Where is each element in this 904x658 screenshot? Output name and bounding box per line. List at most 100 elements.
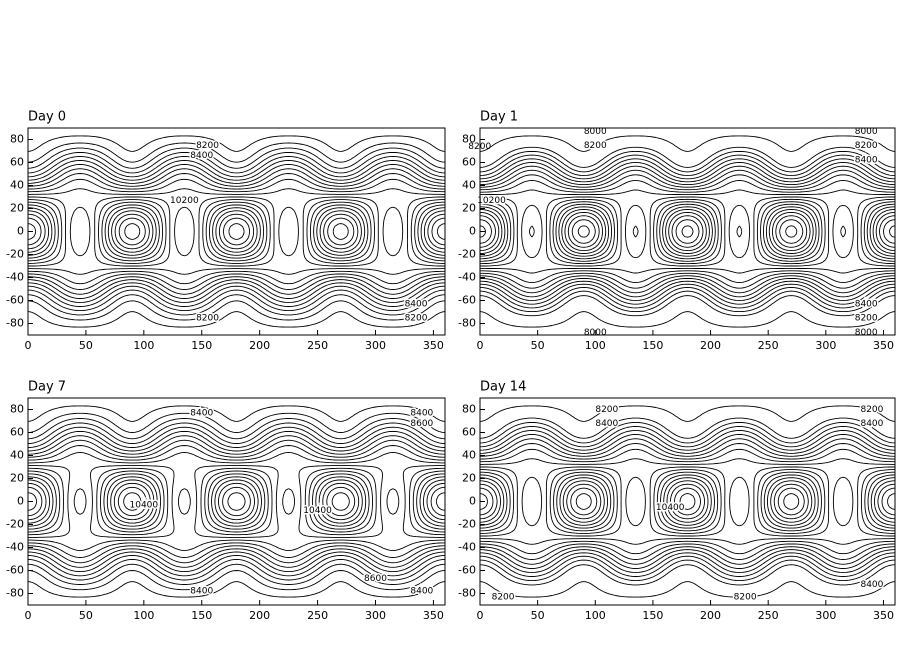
contour-label: 8200 [855,141,878,151]
contour-line [28,476,445,527]
y-tick-label: 60 [462,426,476,439]
y-tick-label: 60 [10,426,24,439]
contours [480,405,895,598]
x-tick-label: 150 [642,609,663,622]
x-tick-label: 350 [423,339,444,352]
contour-line [28,151,445,312]
plot-frame [27,127,446,336]
contour-line [480,146,895,317]
contour-line [480,165,895,298]
x-tick-label: 250 [307,609,328,622]
contour-line [480,179,895,284]
contour-line [28,204,445,259]
contour-line [480,483,895,520]
y-tick-label: -60 [6,294,24,307]
contour-line [28,439,445,564]
y-tick-label: -20 [458,518,476,531]
contours [28,135,445,328]
x-tick-label: 100 [133,609,154,622]
x-tick-label: 0 [25,339,32,352]
contour-line [28,199,445,264]
contour-line [28,168,445,295]
contour-label: 8200 [855,313,878,323]
y-tick-label: -40 [458,541,476,554]
contour-label: 8400 [595,419,618,429]
y-tick-label: -40 [6,541,24,554]
contour-line [28,445,445,558]
y-tick-label: 0 [17,495,24,508]
y-tick-label: -80 [458,587,476,600]
contour-line [28,467,445,536]
y-tick-label: 80 [462,133,476,146]
x-tick-label: 250 [307,339,328,352]
y-tick-label: 20 [462,202,476,215]
contour-line [28,451,445,552]
contour-label: 8000 [584,127,607,137]
contour-line [480,196,895,267]
contour-line [28,173,445,290]
contour-line [480,209,895,254]
y-tick-label: -20 [6,248,24,261]
y-tick-label: -80 [6,587,24,600]
x-tick-label: 300 [815,609,836,622]
contour-line [28,156,445,307]
contour-line [480,421,895,582]
contour-line [28,492,445,511]
contour-line [28,430,445,573]
y-tick-label: -80 [458,317,476,330]
contour-line [480,487,895,516]
contour-line [480,434,895,569]
x-tick-label: 150 [642,339,663,352]
contour-line [28,426,445,577]
contour-label: 8400 [860,580,883,590]
y-tick-label: -20 [6,518,24,531]
panel-title: Day 1 [480,110,518,125]
contour-line [28,142,445,321]
y-tick-label: 0 [469,495,476,508]
contour-label: 8200 [860,405,883,415]
contour-label: 8200 [196,313,219,323]
x-tick-label: 250 [758,339,779,352]
contour-label: 8600 [364,574,387,584]
contour-line [28,479,445,524]
contour-label: 8200 [405,313,428,323]
y-tick-label: 80 [10,403,24,416]
contour-line [28,422,445,581]
contour-line [28,201,445,262]
panel: Day 14 8200 8200 8400 8400 10400 8400 8200 8200 0… [458,380,896,622]
y-tick-label: -40 [458,271,476,284]
contour-label: 8000 [855,127,878,137]
panel-title: Day 0 [28,110,66,125]
contour-label: 8200 [492,592,515,602]
contour-label: 8400 [855,299,878,309]
x-tick-label: 150 [191,339,212,352]
x-tick-label: 250 [758,609,779,622]
contour-line [28,147,445,316]
x-tick-label: 150 [191,609,212,622]
contour-line [28,217,445,246]
x-tick-label: 50 [531,609,545,622]
contour-label: 10400 [303,506,332,516]
contour-label: 10200 [477,196,506,206]
contour-line [28,405,445,598]
contour-line [480,458,895,545]
contour-line [480,135,895,328]
contour-label: 10200 [170,196,199,206]
contour-line [480,158,895,305]
contour-line [28,486,445,517]
y-tick-label: 20 [10,472,24,485]
contour-line [28,210,445,253]
contour-label: 8400 [410,408,433,418]
y-tick-label: 0 [469,225,476,238]
x-tick-label: 200 [700,339,721,352]
y-tick-label: 40 [462,179,476,192]
panel-title: Day 7 [28,380,66,395]
y-tick-label: 40 [10,179,24,192]
contour-line [28,207,445,256]
contour-line [28,159,445,304]
contour-line [480,443,895,560]
contour-label: 8600 [410,419,433,429]
